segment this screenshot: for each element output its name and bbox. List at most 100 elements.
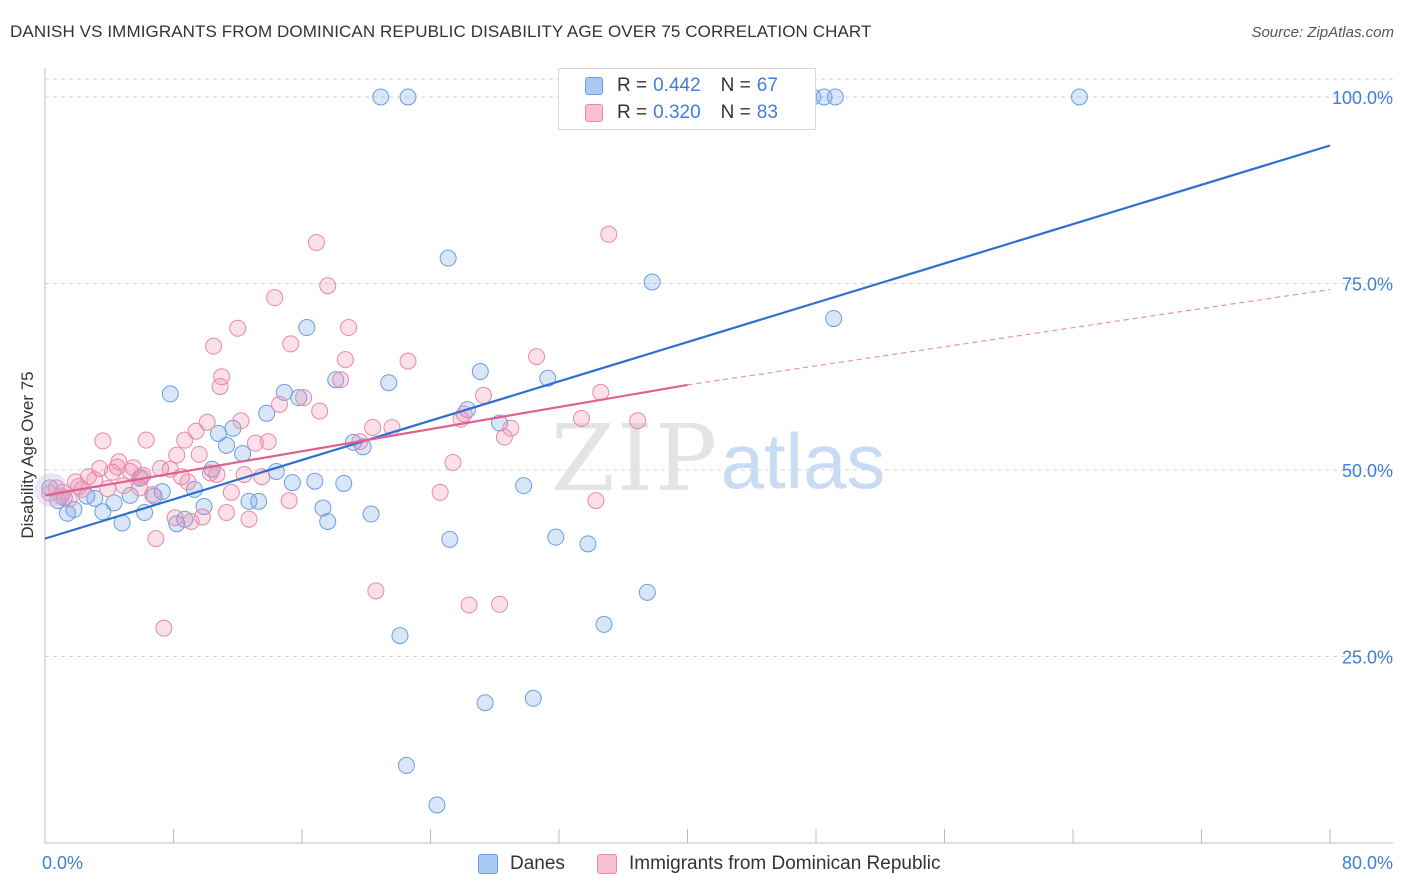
- danes-point: [94, 503, 112, 521]
- dominican-point: [166, 509, 184, 527]
- overlap-cluster: [34, 473, 69, 508]
- danes-point: [298, 319, 316, 337]
- danes-point: [826, 88, 844, 106]
- stats-legend-row-dominican: R = 0.320 N = 83: [585, 101, 778, 125]
- watermark-atlas: atlas: [721, 417, 886, 505]
- dominican-point: [70, 477, 88, 495]
- chart-title: DANISH VS IMMIGRANTS FROM DOMINICAN REPU…: [10, 22, 872, 41]
- danes-point: [218, 436, 236, 454]
- danes-point: [153, 483, 171, 501]
- dominican-point: [367, 582, 385, 600]
- dominican-point: [311, 402, 329, 420]
- dominican-point: [229, 319, 247, 337]
- danes-point: [335, 474, 353, 492]
- dominican-point: [187, 422, 205, 440]
- dominican-point: [198, 413, 216, 431]
- danes-point: [161, 385, 179, 403]
- danes-trendline: [44, 144, 1331, 540]
- danes-point: [65, 501, 83, 519]
- dominican-point: [271, 395, 289, 413]
- dominican-point: [399, 352, 417, 370]
- dominican-point: [475, 386, 493, 404]
- danes-point: [399, 88, 417, 106]
- tick-label-layer: 25.0% 50.0% 75.0% 100.0% 0.0% 80.0%: [42, 88, 1393, 873]
- danes-point: [86, 489, 104, 507]
- dominican-point: [147, 530, 165, 548]
- dominican-point: [222, 483, 240, 501]
- danes-point: [380, 374, 398, 392]
- x-tick-label: 0.0%: [42, 853, 83, 873]
- r-value: 0.320: [653, 102, 701, 123]
- danes-point: [643, 273, 661, 291]
- dominican-point: [307, 233, 325, 251]
- dominican-point: [282, 335, 300, 353]
- dominican-point: [364, 418, 382, 436]
- dominican-point: [332, 371, 350, 389]
- dominican-point: [600, 225, 618, 243]
- danes-point: [319, 512, 337, 530]
- stats-legend-row-danes: R = 0.442 N = 67: [585, 74, 778, 98]
- dominican-point: [176, 431, 194, 449]
- dominican-point: [168, 446, 186, 464]
- axis-layer: [44, 68, 1393, 844]
- dominican-point: [137, 431, 155, 449]
- dominican-point: [587, 492, 605, 510]
- dominican-point: [182, 512, 200, 530]
- dominican-legend-swatch: [597, 854, 617, 874]
- danes-point: [168, 515, 186, 533]
- danes-point: [327, 371, 345, 389]
- dominican-point: [144, 486, 162, 504]
- dominican-point: [213, 368, 231, 386]
- dominican-point: [155, 619, 173, 637]
- danes-point: [314, 499, 332, 517]
- dominican-point: [208, 465, 226, 483]
- dominican-point: [201, 464, 219, 482]
- dominican-point: [190, 445, 208, 463]
- legend-item-dominican[interactable]: Immigrants from Dominican Republic: [597, 851, 941, 877]
- dominican-point: [280, 492, 298, 510]
- danes-point: [547, 528, 565, 546]
- r-label: R =: [617, 102, 648, 123]
- danes-point: [439, 249, 457, 267]
- x-tick-label: 80.0%: [1342, 853, 1393, 873]
- dominican-point: [495, 428, 513, 446]
- danes-point: [372, 88, 390, 106]
- danes-point: [290, 389, 308, 407]
- dominican-point: [246, 434, 264, 452]
- y-tick-label: 100.0%: [1332, 88, 1393, 108]
- danes-point: [638, 583, 656, 601]
- dominican-point: [502, 419, 520, 437]
- grid-layer: [45, 78, 1393, 657]
- danes-point: [476, 694, 494, 712]
- dominican-point: [193, 508, 211, 526]
- dominican-point: [629, 412, 647, 430]
- legend-label: Immigrants from Dominican Republic: [629, 853, 941, 874]
- danes-point: [306, 472, 324, 490]
- danes-point: [539, 369, 557, 387]
- danes-point: [240, 492, 258, 510]
- dominican-trendline-extension: [687, 288, 1331, 386]
- dominican-point: [179, 473, 197, 491]
- danes-point: [397, 756, 415, 774]
- danes-point: [825, 310, 843, 328]
- n-label: N =: [720, 75, 751, 96]
- dominican-point: [232, 412, 250, 430]
- y-axis-label: Disability Age Over 75: [18, 371, 37, 539]
- n-label: N =: [720, 102, 751, 123]
- r-value: 0.442: [653, 75, 701, 96]
- dominican-point: [205, 337, 223, 355]
- danes-legend-swatch: [478, 854, 498, 874]
- dominican-point: [444, 454, 462, 472]
- danes-point: [391, 627, 409, 645]
- dominican-point: [240, 510, 258, 528]
- danes-point: [428, 796, 446, 814]
- watermark-zip: ZIP: [551, 405, 719, 512]
- danes-point: [105, 494, 123, 512]
- dominican-point: [295, 389, 313, 407]
- dominican-point: [431, 483, 449, 501]
- legend-item-danes[interactable]: Danes: [478, 851, 565, 877]
- y-tick-label: 50.0%: [1342, 461, 1393, 481]
- danes-point: [595, 615, 613, 633]
- dominican-point: [336, 351, 354, 369]
